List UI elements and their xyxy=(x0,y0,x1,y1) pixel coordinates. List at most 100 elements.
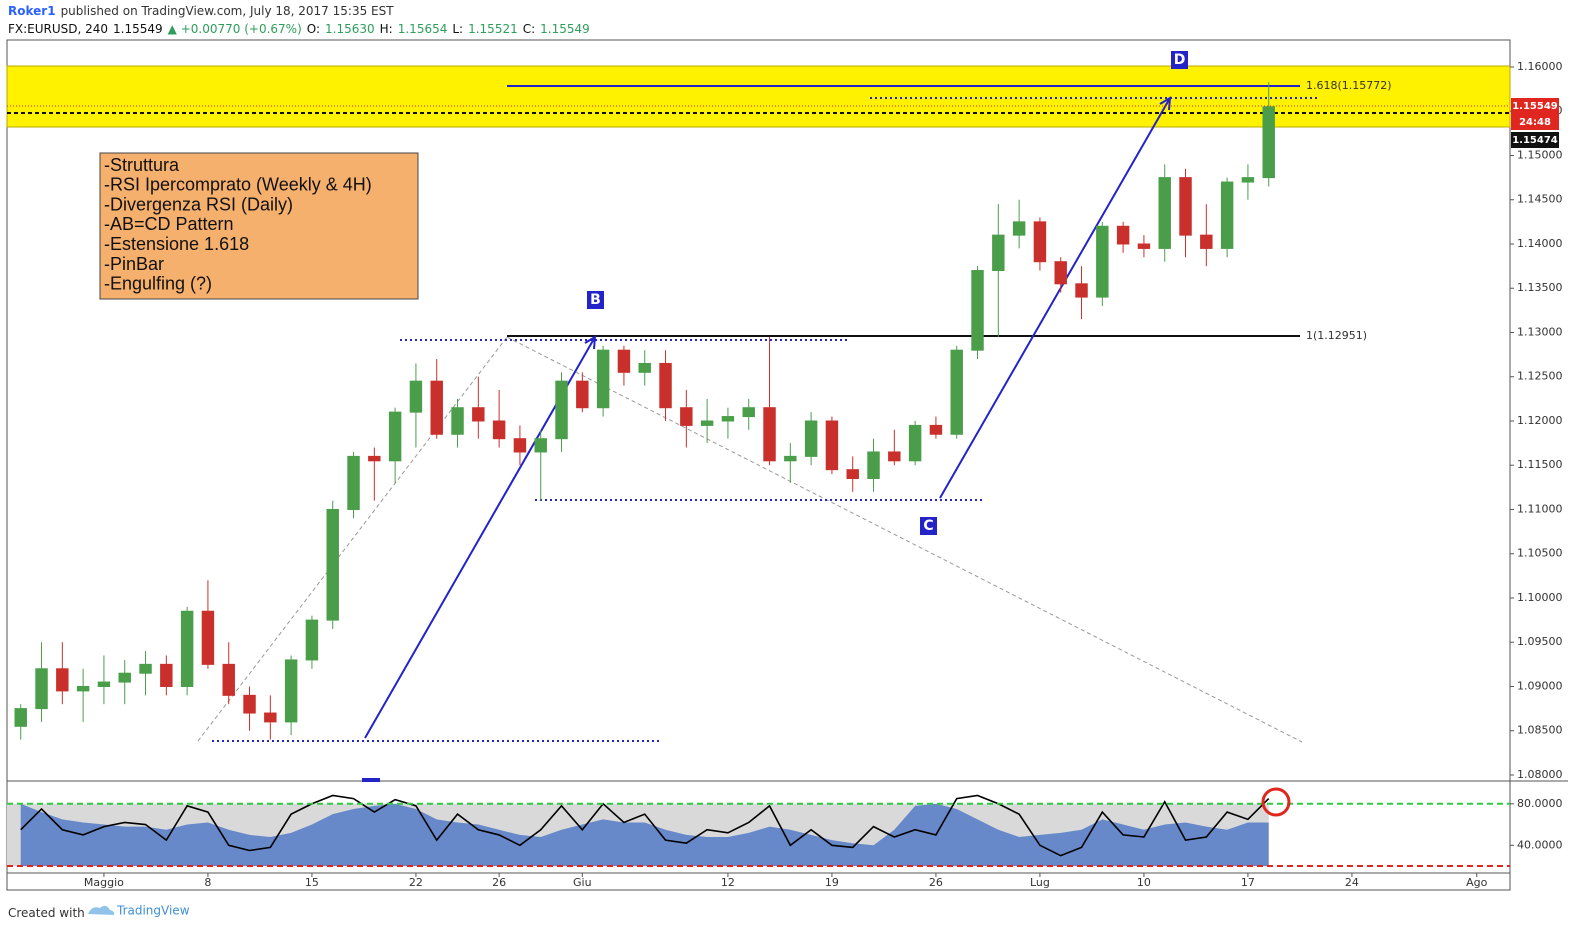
arrow-head xyxy=(584,335,597,350)
candle-body xyxy=(451,407,464,435)
arrow-head xyxy=(1159,96,1172,111)
header-text: H: xyxy=(380,22,393,36)
candle-body xyxy=(160,663,173,687)
point-label: D xyxy=(1174,52,1186,68)
y-tick-label: 1.16000 xyxy=(1517,60,1563,73)
candle-body xyxy=(97,681,111,687)
header-text: 1.15549 xyxy=(113,22,163,36)
x-tick-label: Lug xyxy=(1030,876,1050,889)
candle-body xyxy=(804,420,818,457)
candle-body xyxy=(617,349,631,373)
price-tag xyxy=(1511,132,1559,148)
header-text: 1.15521 xyxy=(468,22,518,36)
candle-body xyxy=(1075,283,1088,298)
note-line: -PinBar xyxy=(104,254,164,274)
candle-body xyxy=(1241,177,1255,183)
marker xyxy=(362,778,380,782)
candle-body xyxy=(659,362,672,409)
y-tick-label: 1.11000 xyxy=(1517,502,1563,515)
drawings xyxy=(99,51,1320,782)
y-tick-label: 1.13000 xyxy=(1517,325,1563,338)
candle-body xyxy=(1012,221,1026,236)
y-tick-label: 1.09500 xyxy=(1517,635,1563,648)
x-tick-label: 12 xyxy=(721,876,735,889)
y-tick-label: 1.14000 xyxy=(1517,237,1563,250)
candle-body xyxy=(555,380,568,440)
footer-created: Created with xyxy=(8,906,85,920)
x-tick-label: 17 xyxy=(1241,876,1255,889)
header-text: O: xyxy=(307,22,320,36)
candle-body xyxy=(492,420,506,440)
candle-body xyxy=(118,672,131,683)
candle-body xyxy=(1054,261,1067,285)
candle-body xyxy=(326,508,339,621)
header-text: 1.15630 xyxy=(325,22,375,36)
candle-body xyxy=(576,380,589,409)
y-tick-label: 80.0000 xyxy=(1517,797,1563,810)
y-tick-label: 1.12000 xyxy=(1517,414,1563,427)
candle-body xyxy=(14,708,27,727)
highlight-circle xyxy=(1261,787,1291,817)
x-tick-label: Maggio xyxy=(84,876,124,889)
candle-body xyxy=(1096,225,1109,298)
x-tick-label: 19 xyxy=(825,876,839,889)
candle-body xyxy=(950,349,963,435)
header-text: 1.15654 xyxy=(398,22,448,36)
candle-body xyxy=(201,610,215,665)
trend-line xyxy=(197,336,508,742)
candle-body xyxy=(409,380,423,413)
x-tick-label: 8 xyxy=(204,876,211,889)
candle-body xyxy=(472,407,485,422)
point-marker xyxy=(1171,51,1188,69)
candle-body xyxy=(284,659,298,723)
x-tick-label: Giu xyxy=(573,876,592,889)
footer-text: Created with xyxy=(8,906,85,920)
resistance-zone xyxy=(6,65,1511,128)
candle-body xyxy=(784,455,797,462)
price-tag xyxy=(1511,114,1559,130)
x-tick-label: 24 xyxy=(1345,876,1359,889)
candle-body xyxy=(264,712,277,723)
x-tick-label: 22 xyxy=(409,876,423,889)
candle-body xyxy=(305,619,319,661)
x-tick-label: 15 xyxy=(305,876,319,889)
note-line: -AB=CD Pattern xyxy=(104,214,234,234)
y-tick-label: 1.11500 xyxy=(1517,458,1563,471)
y-tick-label: 1.10500 xyxy=(1517,547,1563,560)
header-line: Roker1 published on TradingView.com, July… xyxy=(8,4,394,18)
candle-body xyxy=(825,420,839,471)
candle-body xyxy=(992,234,1005,272)
candle-body xyxy=(222,663,235,696)
candle-body xyxy=(971,270,984,351)
y-tick-label: 1.15000 xyxy=(1517,148,1563,161)
price-tag-label: 24:48 xyxy=(1519,117,1551,128)
candle-body xyxy=(513,438,527,453)
candle-body xyxy=(139,663,152,674)
x-tick-label: 26 xyxy=(929,876,943,889)
x-tick-label: 26 xyxy=(492,876,506,889)
price-tag-label: 1.15474 xyxy=(1512,135,1558,146)
candle-body xyxy=(534,438,547,453)
candle-body xyxy=(35,668,48,710)
point-marker xyxy=(587,291,604,309)
candle-body xyxy=(638,362,651,373)
header-text: FX:EURUSD, 240 xyxy=(8,22,108,36)
note-line: -RSI Ipercomprato (Weekly & 4H) xyxy=(104,175,372,195)
y-tick-label: 1.14500 xyxy=(1517,193,1563,206)
candle-body xyxy=(243,694,256,714)
candle-body xyxy=(368,455,381,462)
candle-body xyxy=(1220,181,1234,249)
candle-body xyxy=(56,668,69,692)
candle-body xyxy=(867,451,880,480)
candle-body xyxy=(1033,221,1047,263)
header-text: 1.15549 xyxy=(540,22,590,36)
level-label: 1(1.12951) xyxy=(1306,329,1367,342)
candle-body xyxy=(929,424,943,435)
point-marker xyxy=(920,517,937,535)
level-label: 1.618(1.15772) xyxy=(1306,79,1392,92)
header-text: ▲ +0.00770 (+0.67%) xyxy=(168,22,302,36)
header-text: published on TradingView.com, July 18, 2… xyxy=(61,4,395,18)
rsi-area xyxy=(20,803,1269,867)
